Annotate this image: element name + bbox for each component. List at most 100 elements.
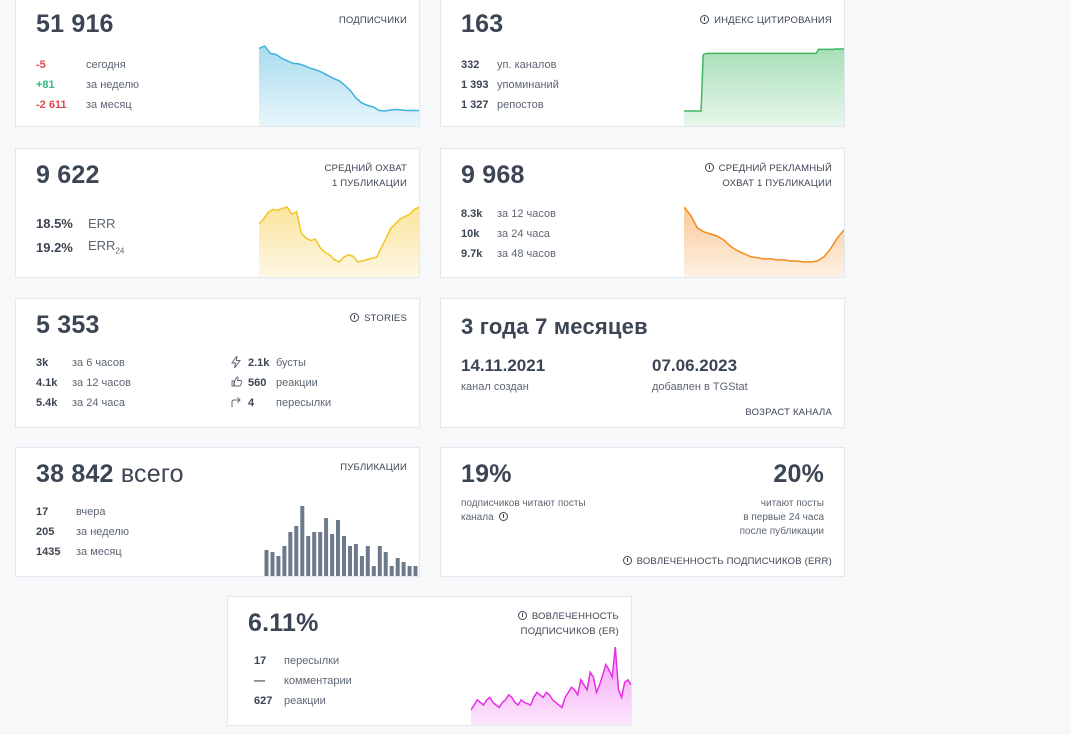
thumbs-up-icon bbox=[231, 376, 248, 390]
subscribers-week-label: за неделю bbox=[86, 79, 140, 91]
bar bbox=[383, 552, 388, 576]
ad-reach-card[interactable]: 9 968 СРЕДНИЙ РЕКЛАМНЫЙ ОХВАТ 1 ПУБЛИКАЦИ… bbox=[440, 148, 845, 278]
citation-card[interactable]: 163 ИНДЕКС ЦИТИРОВАНИЯ 332 уп. каналов 1 … bbox=[440, 0, 845, 127]
info-icon[interactable] bbox=[517, 611, 527, 620]
posts-card[interactable]: 38 842 всего ПУБЛИКАЦИИ 17 вчера 205 за не… bbox=[15, 447, 420, 577]
subscribers-week-value: +81 bbox=[36, 79, 55, 91]
citation-label-text: ИНДЕКС ЦИТИРОВАНИЯ bbox=[714, 15, 832, 26]
stories-12h-label: за 12 часов bbox=[72, 377, 131, 389]
series-line bbox=[259, 45, 419, 112]
channel-mentions-value: 332 bbox=[461, 59, 480, 71]
posts-bar-chart bbox=[264, 506, 418, 576]
err-card[interactable]: 19% подписчиков читают посты канала 20% ч… bbox=[440, 447, 845, 577]
reach-label: СРЕДНИЙ ОХВАТ 1 ПУБЛИКАЦИИ bbox=[325, 161, 407, 191]
subscribers-today-value: -5 bbox=[36, 59, 46, 71]
bar bbox=[264, 550, 269, 576]
bar bbox=[324, 518, 329, 576]
er-comments-value: — bbox=[254, 675, 265, 687]
err-right-label-line2: в первые 24 часа bbox=[743, 512, 824, 523]
bar bbox=[312, 532, 317, 576]
bar bbox=[270, 552, 275, 576]
info-icon[interactable] bbox=[700, 15, 710, 24]
err-label-text: ВОВЛЕЧЕННОСТЬ ПОДПИСЧИКОВ (ERR) bbox=[636, 556, 832, 567]
err-right-label-line1: читают посты bbox=[760, 498, 824, 509]
stories-label: STORIES bbox=[350, 311, 407, 326]
bar bbox=[365, 546, 370, 576]
bar bbox=[348, 546, 352, 576]
er-value: 6.11% bbox=[248, 609, 319, 637]
posts-week-value: 205 bbox=[36, 526, 55, 538]
ad-reach-label-line1: СРЕДНИЙ РЕКЛАМНЫЙ bbox=[718, 163, 832, 174]
info-icon[interactable] bbox=[622, 556, 632, 565]
er-reactions-label: реакции bbox=[284, 695, 326, 707]
stories-12h-value: 4.1k bbox=[36, 377, 58, 389]
bar bbox=[389, 566, 394, 576]
er-forwards-label: пересылки bbox=[284, 655, 340, 667]
citation-stats: 332 уп. каналов 1 393 упоминаний 1 327 репо… bbox=[461, 55, 559, 115]
series-line bbox=[471, 646, 631, 711]
stories-24h-value: 5.4k bbox=[36, 397, 58, 409]
created-label: канал создан bbox=[461, 381, 529, 393]
err-left-label-line2: канала bbox=[461, 512, 494, 523]
reach-card[interactable]: 9 622 СРЕДНИЙ ОХВАТ 1 ПУБЛИКАЦИИ 18.5% ERR… bbox=[15, 148, 420, 278]
reach-stats: 18.5% ERR 19.2% ERR24 bbox=[36, 211, 124, 259]
err-label: ERR bbox=[88, 215, 116, 231]
posts-yesterday-label: вчера bbox=[76, 506, 106, 518]
posts-label: ПУБЛИКАЦИИ bbox=[340, 462, 407, 473]
posts-suffix: всего bbox=[120, 460, 184, 488]
er-label-line1: ВОВЛЕЧЕННОСТЬ bbox=[531, 611, 619, 622]
ad-reach-12h-value: 8.3k bbox=[461, 208, 483, 220]
bar bbox=[395, 558, 400, 576]
reach-label-line2: 1 ПУБЛИКАЦИИ bbox=[331, 178, 407, 189]
channel-age-card[interactable]: 3 года 7 месяцев 14.11.2021 канал создан… bbox=[440, 298, 845, 428]
boosts-label: бусты bbox=[276, 357, 306, 369]
ad-reach-48h-label: за 48 часов bbox=[497, 248, 556, 260]
area-fill bbox=[471, 647, 631, 725]
er-stats: 17 пересылки — комментарии 627 реакции bbox=[254, 651, 352, 711]
err-value: 18.5% bbox=[36, 215, 73, 231]
added-date: 07.06.2023 bbox=[652, 356, 738, 375]
stories-value: 5 353 bbox=[36, 311, 100, 339]
channel-mentions-label: уп. каналов bbox=[497, 59, 557, 71]
share-arrow-icon bbox=[231, 396, 248, 410]
channel-age-value: 3 года 7 месяцев bbox=[461, 314, 648, 339]
err-left-value: 19% bbox=[461, 460, 512, 488]
stories-card[interactable]: 5 353 STORIES 3k за 6 часов 4.1k за 12 час… bbox=[15, 298, 420, 428]
err-right-value: 20% bbox=[773, 460, 824, 488]
bar bbox=[306, 536, 311, 576]
bar bbox=[288, 532, 293, 576]
area-fill bbox=[684, 49, 844, 126]
bar bbox=[342, 536, 346, 576]
lightning-icon bbox=[231, 353, 248, 371]
stories-stats-left: 3k за 6 часов 4.1k за 12 часов 5.4k за 24 ч… bbox=[36, 353, 131, 413]
bar bbox=[353, 544, 358, 576]
info-icon[interactable] bbox=[499, 512, 509, 521]
info-icon[interactable] bbox=[350, 313, 360, 322]
bar bbox=[294, 526, 299, 576]
info-icon[interactable] bbox=[704, 163, 714, 172]
er-card[interactable]: 6.11% ВОВЛЕЧЕННОСТЬ ПОДПИСЧИКОВ (ER) 17 пе… bbox=[227, 596, 632, 726]
subscribers-month-label: за месяц bbox=[86, 99, 132, 111]
posts-yesterday-value: 17 bbox=[36, 506, 49, 518]
reach-sparkline bbox=[259, 206, 419, 277]
ad-reach-sparkline bbox=[684, 206, 844, 277]
channel-age-label: ВОЗРАСТ КАНАЛА bbox=[745, 407, 832, 418]
citation-label: ИНДЕКС ЦИТИРОВАНИЯ bbox=[700, 13, 832, 28]
reach-label-line1: СРЕДНИЙ ОХВАТ bbox=[324, 163, 407, 174]
subscribers-label: ПОДПИСЧИКИ bbox=[338, 15, 407, 26]
subscribers-card[interactable]: 51 916 ПОДПИСЧИКИ -5 сегодня +81 за неделю… bbox=[15, 0, 420, 127]
er-label-line2: ПОДПИСЧИКОВ (ER) bbox=[520, 626, 619, 637]
series-line bbox=[684, 206, 844, 263]
posts-month-value: 1435 bbox=[36, 546, 61, 558]
area-fill bbox=[259, 207, 419, 277]
forwards-label: пересылки bbox=[276, 397, 332, 409]
reach-value: 9 622 bbox=[36, 161, 100, 189]
added-label: добавлен в TGStat bbox=[652, 381, 748, 393]
stories-stats-right: 2.1k бусты 560 реакции 4 пересылки bbox=[231, 353, 331, 413]
ad-reach-value: 9 968 bbox=[461, 161, 525, 189]
stories-6h-label: за 6 часов bbox=[72, 357, 125, 369]
created-date: 14.11.2021 bbox=[461, 356, 546, 375]
posts-value: 38 842 всего bbox=[36, 460, 184, 489]
er-forwards-value: 17 bbox=[254, 655, 267, 667]
subscribers-stats: -5 сегодня +81 за неделю -2 611 за месяц bbox=[36, 55, 139, 115]
